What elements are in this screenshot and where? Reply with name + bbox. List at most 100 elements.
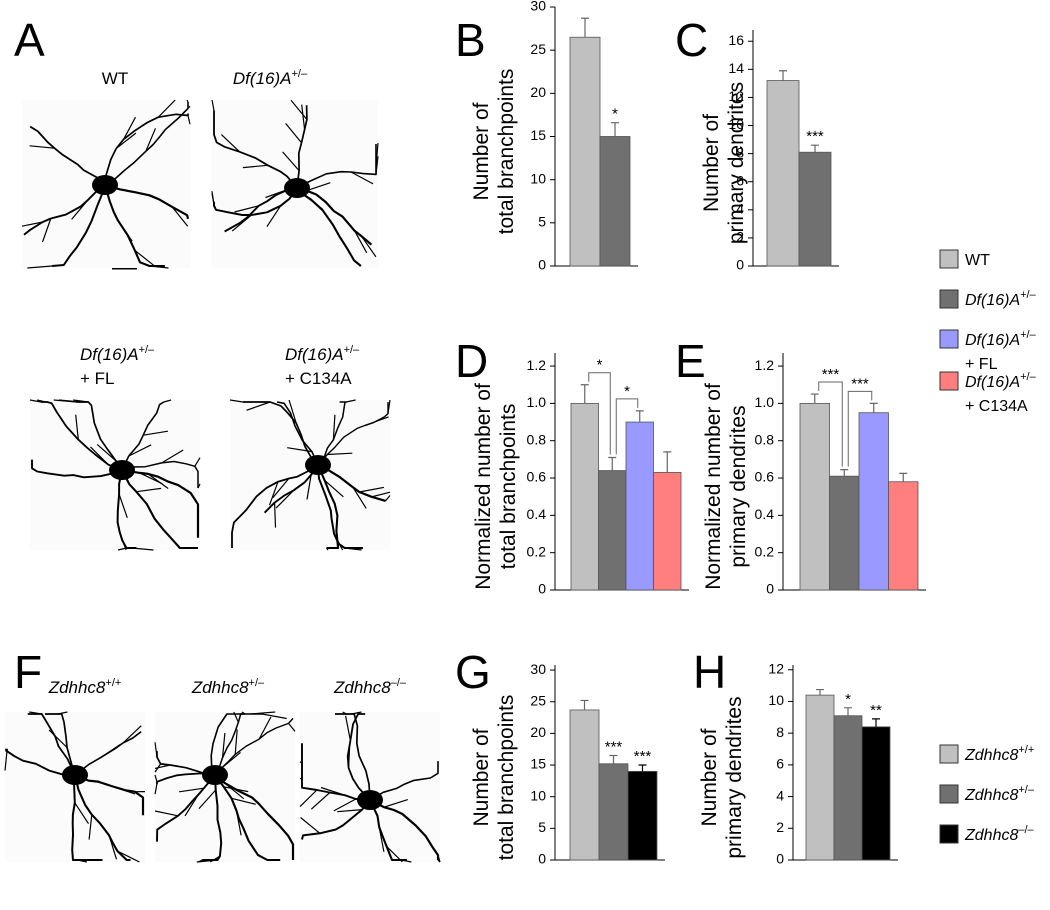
significance: *** bbox=[605, 739, 623, 756]
bar bbox=[570, 37, 600, 266]
error-bar bbox=[870, 403, 878, 412]
error-bar bbox=[840, 470, 848, 477]
y-tick-label: 0 bbox=[736, 257, 744, 273]
genotype-label: Zdhhc8+/+ bbox=[964, 744, 1034, 764]
error-bar bbox=[899, 473, 907, 481]
y-axis-label: primary dendrites bbox=[727, 405, 750, 567]
y-axis-label: Normalized number of bbox=[472, 383, 495, 590]
genotype-superscript: +/– bbox=[249, 677, 265, 689]
y-tick-label: 1.2 bbox=[755, 357, 775, 373]
bar bbox=[830, 476, 860, 590]
bar bbox=[806, 695, 834, 860]
y-tick-label: 0.6 bbox=[527, 469, 547, 485]
significance: * bbox=[624, 383, 630, 400]
genotype-superscript: –/– bbox=[391, 677, 407, 689]
error-bar bbox=[816, 690, 824, 696]
error-bar bbox=[811, 145, 819, 152]
bar bbox=[628, 771, 657, 860]
neuron-image bbox=[30, 400, 200, 550]
panel-letter: H bbox=[693, 646, 726, 698]
y-tick-label: 25 bbox=[530, 41, 546, 57]
genotype-name: Zdhhc8 bbox=[333, 678, 391, 697]
y-tick-label: 5 bbox=[538, 214, 546, 230]
genotype-superscript: +/– bbox=[1020, 371, 1036, 383]
genotype-label: WT bbox=[102, 69, 128, 88]
y-tick-label: 0.4 bbox=[527, 506, 547, 522]
panel-letter: D bbox=[455, 335, 488, 387]
y-tick-label: 0 bbox=[538, 257, 546, 273]
bar bbox=[889, 482, 919, 590]
panel-letter: E bbox=[675, 335, 706, 387]
y-tick-label: 0.6 bbox=[755, 469, 775, 485]
y-tick-label: 15 bbox=[530, 756, 546, 772]
y-tick-label: 16 bbox=[728, 32, 744, 48]
genotype-name: Zdhhc8 bbox=[964, 787, 1018, 804]
bar bbox=[599, 471, 627, 590]
soma bbox=[357, 790, 383, 810]
genotype-label: Df(16)A+/– bbox=[80, 344, 155, 364]
y-tick-label: 0 bbox=[766, 581, 774, 597]
genotype-extra: + C134A bbox=[965, 398, 1028, 415]
genotype-name: Df(16)A bbox=[965, 374, 1020, 391]
y-tick-label: 0.8 bbox=[527, 431, 547, 447]
legend-swatch bbox=[940, 330, 958, 348]
error-bar bbox=[608, 458, 616, 471]
bar bbox=[859, 413, 889, 590]
genotype-superscript: –/– bbox=[1018, 824, 1034, 836]
soma bbox=[62, 765, 88, 785]
genotype-name: Df(16)A bbox=[965, 332, 1020, 349]
y-tick-label: 14 bbox=[728, 60, 744, 76]
y-tick-label: 1.0 bbox=[527, 394, 547, 410]
genotype-name: WT bbox=[965, 252, 990, 269]
y-tick-label: 15 bbox=[530, 127, 546, 143]
neuron-image bbox=[22, 100, 190, 268]
error-bar bbox=[636, 411, 644, 422]
y-axis-label: Number of bbox=[470, 728, 493, 826]
genotype-label: Zdhhc8–/– bbox=[333, 677, 407, 697]
error-bar bbox=[639, 765, 647, 771]
genotype-extra: + FL bbox=[965, 356, 998, 373]
bar bbox=[599, 764, 628, 860]
error-bar bbox=[811, 394, 819, 403]
neuron-image bbox=[5, 712, 145, 862]
y-tick-label: 1.2 bbox=[527, 357, 547, 373]
genotype-name: Df(16)A bbox=[965, 292, 1020, 309]
bar bbox=[571, 403, 599, 590]
soma bbox=[109, 460, 135, 480]
genotype-label: Zdhhc8+/– bbox=[191, 677, 265, 697]
y-tick-label: 0.2 bbox=[755, 543, 775, 559]
error-bar bbox=[779, 71, 787, 81]
significance: *** bbox=[822, 366, 840, 383]
bar bbox=[834, 716, 862, 860]
genotype-extra: + C134A bbox=[285, 369, 352, 388]
bar bbox=[626, 422, 654, 590]
soma bbox=[92, 175, 118, 195]
error-bar bbox=[844, 708, 852, 716]
y-tick-label: 5 bbox=[538, 819, 546, 835]
y-tick-label: 20 bbox=[530, 84, 546, 100]
y-axis-label: total branchpoints bbox=[495, 69, 518, 235]
genotype-name: Df(16)A bbox=[285, 345, 344, 364]
panel-letter: F bbox=[14, 646, 42, 698]
genotype-name: Zdhhc8 bbox=[191, 678, 249, 697]
y-axis-label: Number of bbox=[700, 114, 723, 212]
legend-swatch bbox=[940, 825, 958, 843]
genotype-name: Df(16)A bbox=[233, 69, 292, 88]
bar bbox=[862, 727, 890, 860]
genotype-label: Zdhhc8+/– bbox=[964, 784, 1035, 804]
error-bar bbox=[581, 385, 589, 404]
legend-swatch bbox=[940, 785, 958, 803]
y-tick-label: 2 bbox=[776, 819, 784, 835]
y-tick-label: 20 bbox=[530, 724, 546, 740]
y-tick-label: 0.2 bbox=[527, 543, 547, 559]
legend-swatch bbox=[940, 372, 958, 390]
y-tick-label: 30 bbox=[530, 661, 546, 677]
y-tick-label: 10 bbox=[768, 692, 784, 708]
error-bar bbox=[610, 756, 618, 764]
neuron-image bbox=[300, 712, 440, 862]
significance: *** bbox=[806, 128, 824, 145]
y-axis-label: Normalized number of bbox=[702, 383, 725, 590]
y-tick-label: 0 bbox=[538, 851, 546, 867]
genotype-label: Df(16)A+/– bbox=[965, 329, 1037, 349]
